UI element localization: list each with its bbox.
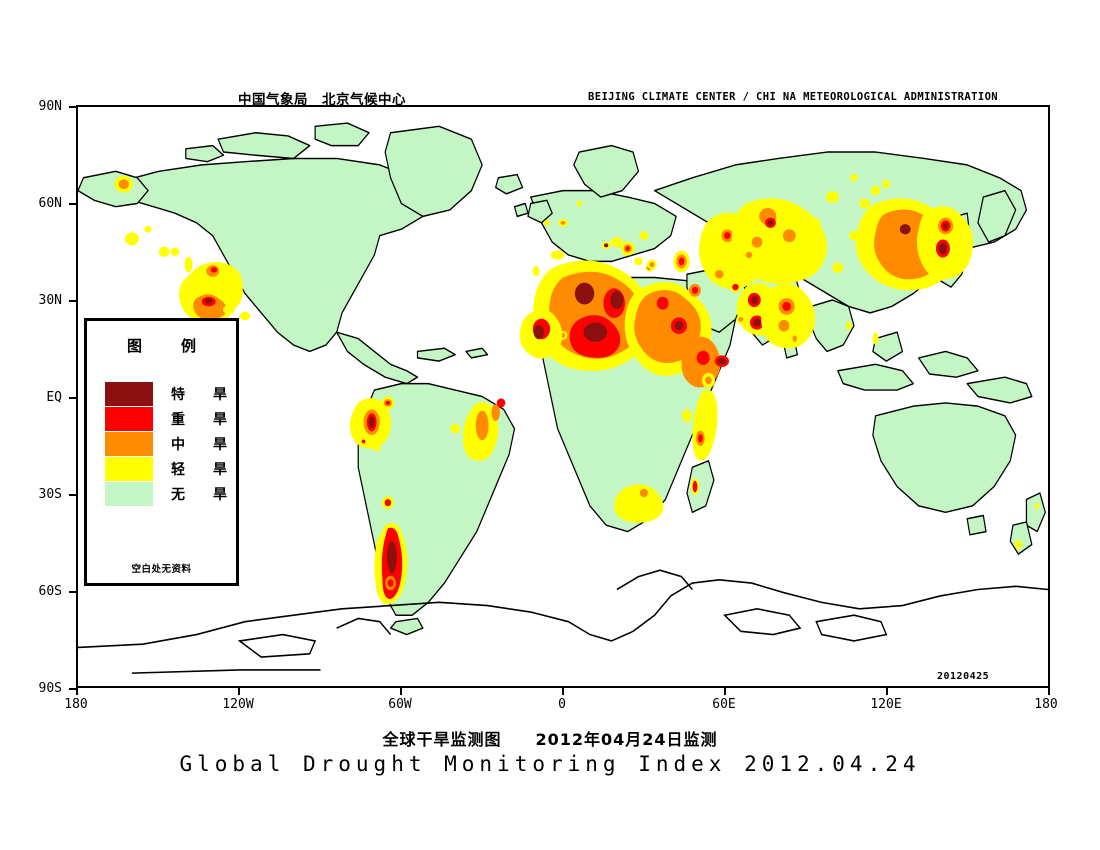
x-tick — [724, 688, 726, 695]
legend-item-mild: 轻 旱 — [105, 456, 236, 481]
world-drought-map — [78, 107, 1048, 686]
x-axis-label-120e: 120E — [870, 697, 902, 712]
legend-title: 图 例 — [126, 337, 208, 355]
antarctica-outline — [78, 569, 1048, 674]
legend-swatch-severe — [105, 406, 153, 431]
map-legend: 图 例 特 旱 重 旱 中 旱 轻 旱 无 旱 空白处无资料 — [84, 318, 239, 586]
legend-item-moderate: 中 旱 — [105, 431, 236, 456]
legend-label-mild: 轻 旱 — [171, 461, 234, 478]
x-axis-label-180w: 180 — [64, 697, 88, 712]
header-title-english: BEIJING CLIMATE CENTER / CHI NA METEOROL… — [588, 91, 999, 103]
legend-swatch-mild — [105, 456, 153, 481]
header-title-chinese: 中国气象局 北京气候中心 — [238, 92, 406, 108]
legend-label-extreme: 特 旱 — [171, 386, 234, 403]
date-stamp: 20120425 — [937, 671, 990, 682]
y-tick — [69, 688, 76, 690]
legend-swatch-extreme — [105, 381, 153, 406]
footer-title-english: Global Drought Monitoring Index 2012.04.… — [179, 752, 921, 776]
legend-item-none: 无 旱 — [105, 481, 236, 506]
x-axis-label-60e: 60E — [712, 697, 736, 712]
x-tick — [886, 688, 888, 695]
y-axis-label-30s: 30S — [38, 487, 62, 502]
x-tick — [76, 688, 78, 695]
x-tick — [562, 688, 564, 695]
legend-label-moderate: 中 旱 — [171, 436, 234, 453]
x-axis-label-0: 0 — [558, 697, 566, 712]
y-axis-label-30n: 30N — [38, 293, 62, 308]
y-axis-label-60n: 60N — [38, 196, 62, 211]
y-tick — [69, 397, 76, 399]
legend-rows: 特 旱 重 旱 中 旱 轻 旱 无 旱 — [87, 381, 236, 506]
y-tick — [69, 494, 76, 496]
legend-label-none: 无 旱 — [171, 486, 234, 503]
footer-title-chinese: 全球干旱监测图 2012年04月24日监测 — [382, 730, 718, 749]
y-tick — [69, 203, 76, 205]
legend-label-severe: 重 旱 — [171, 411, 234, 428]
legend-swatch-moderate — [105, 431, 153, 456]
x-axis-label-60w: 60W — [388, 697, 412, 712]
y-axis-label-90s: 90S — [38, 681, 62, 696]
legend-swatch-none — [105, 481, 153, 506]
legend-item-extreme: 特 旱 — [105, 381, 236, 406]
x-tick — [238, 688, 240, 695]
legend-item-severe: 重 旱 — [105, 406, 236, 431]
y-axis-label-eq: EQ — [46, 390, 62, 405]
y-tick — [69, 300, 76, 302]
y-axis-label-60s: 60S — [38, 584, 62, 599]
y-tick — [69, 591, 76, 593]
x-axis-label-120w: 120W — [222, 697, 254, 712]
x-axis-label-180e: 180 — [1034, 697, 1058, 712]
legend-footnote: 空白处无资料 — [131, 564, 192, 575]
y-tick — [69, 106, 76, 108]
x-tick — [400, 688, 402, 695]
drought-overlay-layer — [114, 173, 1040, 605]
x-tick — [1048, 688, 1050, 695]
y-axis-label-90n: 90N — [38, 99, 62, 114]
